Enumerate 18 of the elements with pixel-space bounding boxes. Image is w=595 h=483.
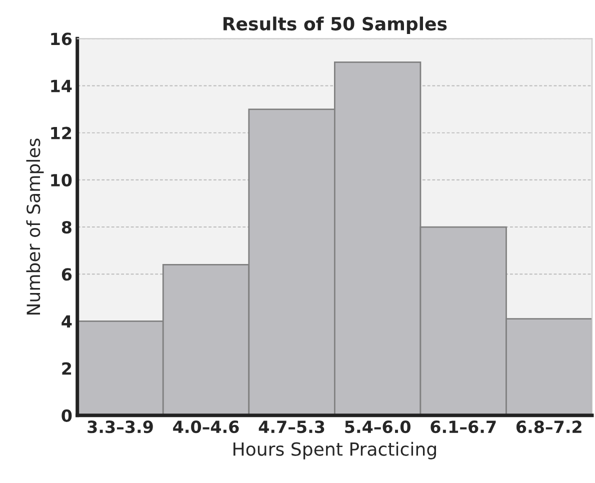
y-tick-label: 10	[51, 174, 72, 186]
y-tick-label: 8	[62, 220, 72, 234]
y-axis-title: Number of Samples	[26, 138, 44, 314]
x-tick-label: 4.7–5.3	[258, 420, 324, 434]
y-tick-label: 6	[62, 268, 72, 281]
y-tick-label: 14	[51, 80, 72, 92]
x-tick-label: 3.3–3.9	[88, 420, 153, 434]
x-tick-label: 6.1–6.7	[430, 420, 496, 434]
y-tick-label: 0	[62, 409, 72, 422]
y-tick-label: 16	[51, 32, 72, 46]
x-axis-title: Hours Spent Practicing	[234, 442, 436, 460]
y-tick-label: 4	[62, 315, 72, 328]
x-tick-label: 6.8–7.2	[516, 420, 582, 434]
chart-title: Results of 50 Samples	[224, 16, 447, 34]
x-tick-label: 4.0–4.6	[173, 420, 239, 434]
y-tick-label: 12	[51, 126, 72, 140]
y-tick-label: 2	[62, 362, 72, 375]
x-tick-label: 5.4–6.0	[345, 420, 410, 434]
